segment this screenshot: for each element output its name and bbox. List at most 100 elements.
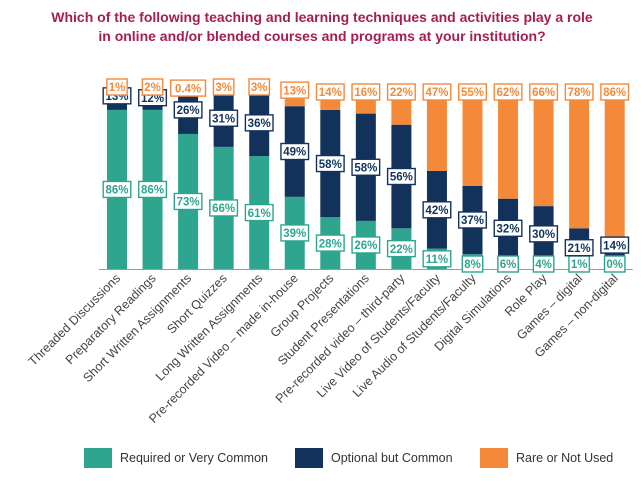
- svg-text:56%: 56%: [390, 172, 413, 184]
- data-label-required-or-very-common-short-quizzes: 66%: [209, 199, 239, 217]
- legend-item-required: Required or Very Common: [84, 446, 268, 470]
- svg-text:61%: 61%: [248, 208, 271, 220]
- svg-text:66%: 66%: [212, 203, 235, 215]
- data-label-required-or-very-common-role-play: 4%: [532, 255, 555, 273]
- svg-text:86%: 86%: [141, 185, 164, 197]
- svg-text:28%: 28%: [319, 238, 342, 250]
- data-label-rare-or-not-used-role-play: 66%: [529, 83, 559, 101]
- legend-item-optional: Optional but Common: [295, 446, 453, 470]
- data-label-rare-or-not-used-games-digital: 78%: [564, 83, 594, 101]
- svg-text:0.4%: 0.4%: [175, 83, 201, 95]
- data-label-optional-but-common-live-video-of-students-faculty: 42%: [422, 201, 452, 219]
- svg-text:22%: 22%: [390, 244, 413, 256]
- svg-text:22%: 22%: [390, 87, 413, 99]
- x-tick-label-pre-recorded-video-third-party: Pre-recorded video – third-party: [273, 271, 408, 406]
- bar-segment-rare-or-not-used-role-play: [533, 84, 554, 207]
- svg-text:55%: 55%: [461, 87, 484, 99]
- svg-text:1%: 1%: [109, 82, 126, 94]
- svg-text:47%: 47%: [425, 87, 448, 99]
- data-label-optional-but-common-short-written-assignments: 26%: [173, 101, 203, 119]
- data-label-rare-or-not-used-digital-simulations: 62%: [493, 83, 523, 101]
- x-tick-label-group-projects: Group Projects: [268, 271, 337, 340]
- data-label-required-or-very-common-threaded-discussions: 86%: [102, 180, 132, 199]
- svg-text:3%: 3%: [251, 82, 268, 94]
- data-label-optional-but-common-digital-simulations: 32%: [493, 219, 523, 238]
- data-label-required-or-very-common-live-audio-of-students-faculty: 8%: [461, 255, 484, 273]
- svg-text:1%: 1%: [571, 259, 588, 271]
- legend-label-optional: Optional but Common: [331, 451, 453, 465]
- data-label-optional-but-common-group-projects: 58%: [315, 154, 345, 173]
- svg-text:16%: 16%: [354, 87, 377, 99]
- svg-text:11%: 11%: [426, 254, 448, 266]
- data-label-rare-or-not-used-games-non-digital: 86%: [600, 83, 630, 101]
- chart-title-line-1: Which of the following teaching and lear…: [51, 9, 593, 25]
- svg-text:3%: 3%: [215, 82, 232, 94]
- data-label-required-or-very-common-live-video-of-students-faculty: 11%: [422, 250, 452, 268]
- data-label-optional-but-common-live-audio-of-students-faculty: 37%: [458, 211, 488, 229]
- bar-segment-rare-or-not-used-games-digital: [569, 84, 590, 229]
- legend-swatch-required: [84, 448, 112, 468]
- svg-text:14%: 14%: [603, 240, 626, 252]
- legend-label-required: Required or Very Common: [120, 451, 268, 465]
- legend-swatch-rare: [480, 448, 508, 468]
- bar-segment-rare-or-not-used-live-audio-of-students-faculty: [462, 84, 483, 186]
- svg-text:14%: 14%: [319, 87, 342, 99]
- bar-segment-rare-or-not-used-digital-simulations: [498, 84, 519, 199]
- svg-text:36%: 36%: [248, 118, 271, 130]
- data-label-rare-or-not-used-live-audio-of-students-faculty: 55%: [458, 83, 488, 101]
- data-label-rare-or-not-used-short-quizzes: 3%: [212, 78, 235, 96]
- svg-text:4%: 4%: [535, 259, 552, 271]
- data-label-required-or-very-common-group-projects: 28%: [315, 234, 345, 252]
- svg-text:8%: 8%: [464, 259, 481, 271]
- data-label-optional-but-common-pre-recorded-video-made-in-house: 49%: [280, 142, 310, 161]
- data-label-optional-but-common-role-play: 30%: [529, 225, 559, 243]
- data-label-required-or-very-common-student-presentations: 26%: [351, 236, 381, 254]
- svg-text:21%: 21%: [568, 243, 591, 255]
- svg-text:0%: 0%: [606, 259, 623, 271]
- data-label-required-or-very-common-games-digital: 1%: [568, 255, 591, 273]
- data-label-required-or-very-common-long-written-assignments: 61%: [244, 203, 274, 222]
- legend-swatch-optional: [295, 448, 323, 468]
- chart-title-line-2: in online and/or blended courses and pro…: [98, 28, 546, 44]
- svg-text:78%: 78%: [568, 87, 591, 99]
- legend-item-rare: Rare or Not Used: [480, 446, 613, 470]
- svg-text:42%: 42%: [425, 205, 448, 217]
- legend: Required or Very Common Optional but Com…: [0, 446, 644, 470]
- legend-label-rare: Rare or Not Used: [516, 451, 614, 465]
- svg-text:26%: 26%: [177, 105, 200, 117]
- data-label-rare-or-not-used-live-video-of-students-faculty: 47%: [422, 83, 452, 101]
- data-label-rare-or-not-used-pre-recorded-video-made-in-house: 13%: [280, 81, 310, 99]
- data-label-rare-or-not-used-threaded-discussions: 1%: [106, 78, 128, 96]
- data-label-rare-or-not-used-group-projects: 14%: [315, 83, 345, 101]
- data-label-optional-but-common-long-written-assignments: 36%: [244, 114, 274, 132]
- svg-text:62%: 62%: [497, 87, 520, 99]
- svg-text:6%: 6%: [500, 259, 517, 271]
- svg-text:39%: 39%: [283, 228, 306, 240]
- svg-text:32%: 32%: [497, 224, 520, 236]
- svg-text:31%: 31%: [212, 113, 235, 125]
- svg-text:58%: 58%: [354, 162, 377, 174]
- data-label-required-or-very-common-pre-recorded-video-third-party: 22%: [386, 239, 416, 258]
- svg-text:73%: 73%: [177, 197, 200, 209]
- stacked-bar-chart: 86% 13% 1% 86% 12%2% 73% 26% 0.4% 66% 31% 3% 61% 36%…: [26, 78, 633, 426]
- data-label-optional-but-common-games-non-digital: 14%: [600, 236, 630, 254]
- data-label-required-or-very-common-short-written-assignments: 73%: [173, 192, 203, 211]
- data-label-rare-or-not-used-short-written-assignments: 0.4%: [169, 79, 207, 97]
- svg-text:26%: 26%: [354, 240, 377, 252]
- data-label-rare-or-not-used-long-written-assignments: 3%: [248, 78, 271, 96]
- svg-text:2%: 2%: [144, 82, 161, 94]
- svg-text:58%: 58%: [319, 159, 342, 171]
- data-label-required-or-very-common-digital-simulations: 6%: [497, 255, 519, 273]
- svg-text:13%: 13%: [283, 85, 306, 97]
- svg-text:66%: 66%: [532, 87, 555, 99]
- svg-text:30%: 30%: [532, 229, 555, 241]
- data-label-optional-but-common-short-quizzes: 31%: [209, 109, 239, 127]
- bar-segment-rare-or-not-used-live-video-of-students-faculty: [426, 84, 447, 171]
- data-label-optional-but-common-student-presentations: 58%: [351, 158, 381, 176]
- svg-text:86%: 86%: [105, 185, 128, 197]
- chart-title: Which of the following teaching and lear…: [0, 8, 644, 46]
- svg-text:37%: 37%: [461, 215, 484, 227]
- data-label-required-or-very-common-preparatory-readings: 86%: [138, 180, 168, 199]
- data-label-required-or-very-common-games-non-digital: 0%: [603, 255, 626, 273]
- svg-text:49%: 49%: [283, 147, 306, 159]
